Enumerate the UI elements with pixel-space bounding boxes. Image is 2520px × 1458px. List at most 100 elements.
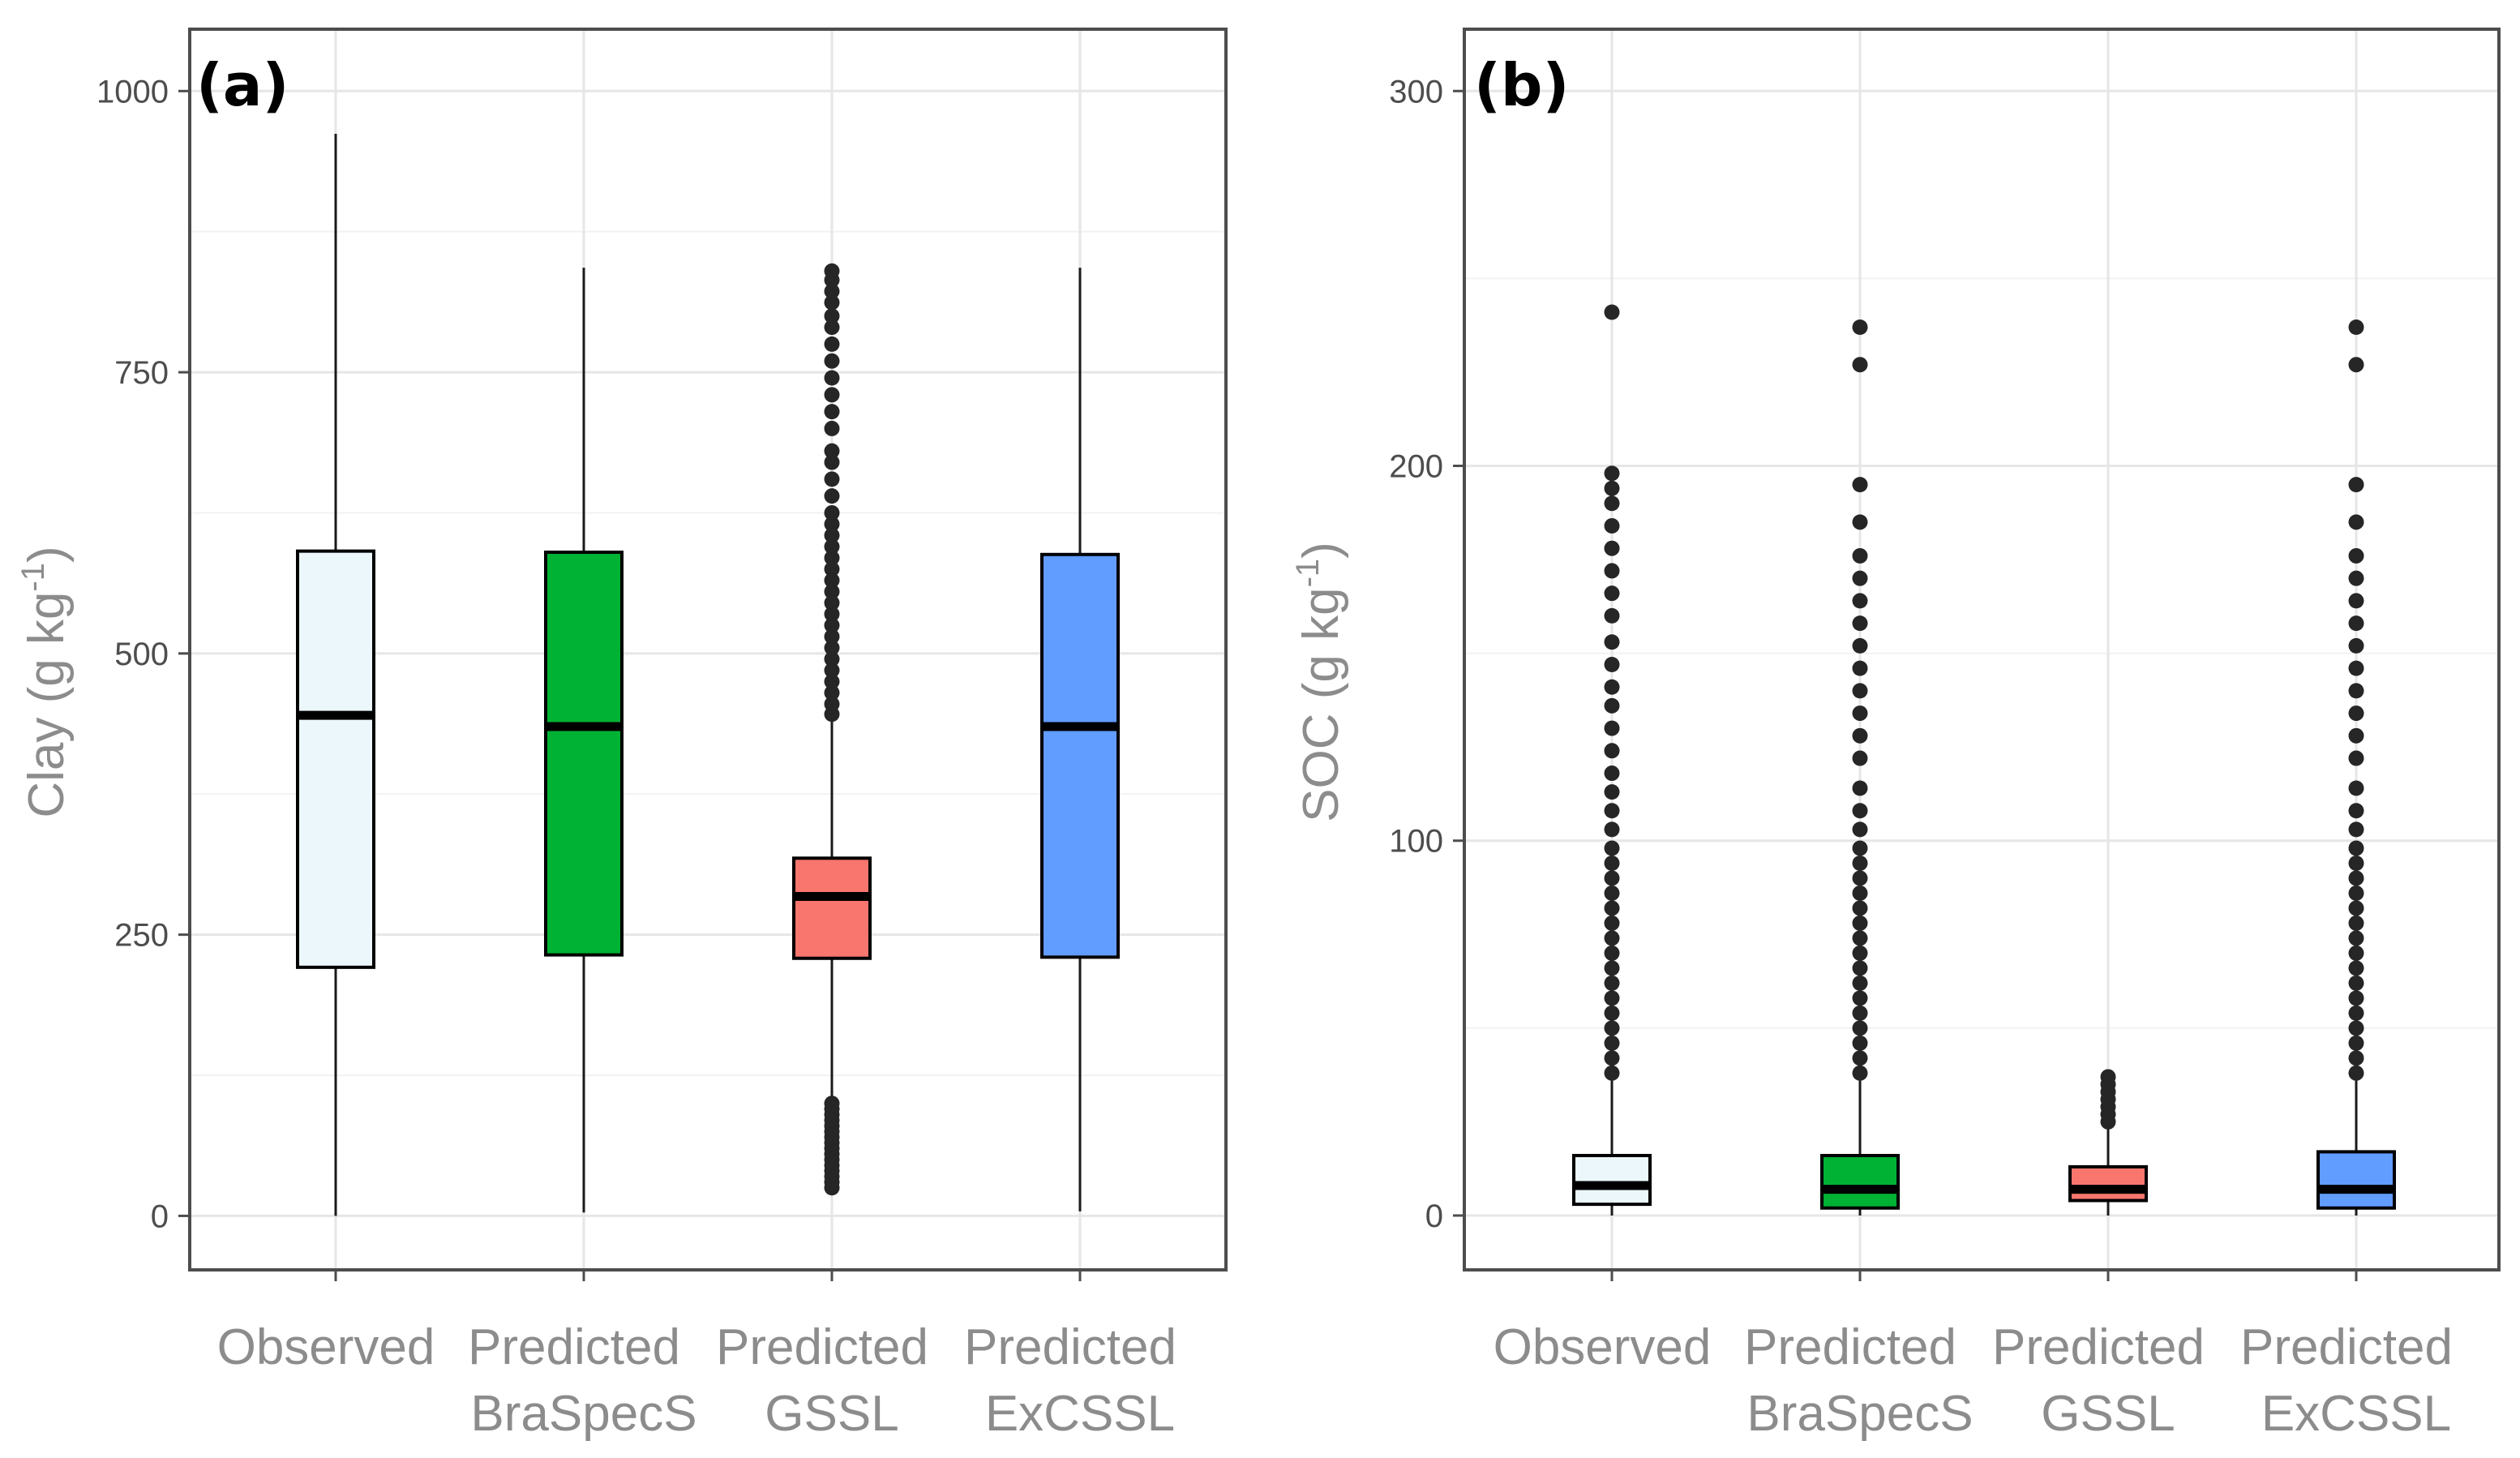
outlier-point (824, 538, 840, 555)
x-tick-label: Predicted (964, 1319, 1176, 1375)
box-predicted-gssl (792, 263, 872, 1196)
outlier-point (1604, 915, 1620, 931)
outlier-point (1604, 720, 1620, 736)
outlier-point (824, 319, 840, 336)
outlier-point (2348, 1065, 2364, 1081)
box-iqr (1040, 552, 1120, 959)
y-axis-title-close: ) (19, 546, 75, 563)
outlier-point (1604, 1005, 1620, 1021)
outlier-point (824, 404, 840, 420)
outlier-point (824, 387, 840, 403)
outlier-point (1604, 960, 1620, 976)
y-axis-title-superscript: -1 (1290, 559, 1326, 588)
outlier-point (1852, 885, 1868, 901)
outlier-point (1604, 540, 1620, 556)
outlier-point (824, 628, 840, 645)
outlier-point (824, 370, 840, 386)
outlier-point (1852, 514, 1868, 530)
x-tick-label: Observed (1494, 1319, 1712, 1375)
outlier-point (2348, 1020, 2364, 1036)
outlier-point (1604, 930, 1620, 946)
outlier-point (1852, 727, 1868, 744)
outlier-point (824, 283, 840, 299)
outlier-point (2348, 821, 2364, 838)
outlier-point (824, 640, 840, 656)
outlier-point (1852, 930, 1868, 946)
panel-label: (a) (196, 51, 289, 119)
outlier-point (2348, 990, 2364, 1006)
outlier-point (2348, 885, 2364, 901)
outlier-point (1852, 900, 1868, 916)
outlier-point (1604, 1050, 1620, 1066)
outlier-point (1604, 656, 1620, 672)
y-tick-label: 750 (114, 355, 169, 391)
box-predicted-braspecs (1820, 319, 1900, 1216)
outlier-point (1852, 683, 1868, 699)
box-iqr (296, 549, 375, 969)
outlier-point (2348, 915, 2364, 931)
outlier-point (824, 420, 840, 436)
outlier-point (1852, 915, 1868, 931)
outlier-point (824, 1096, 840, 1112)
outlier-point (1604, 495, 1620, 512)
outlier-point (2348, 637, 2364, 654)
outlier-point (1852, 1050, 1868, 1066)
outlier-point (1604, 697, 1620, 714)
box-iqr (1820, 1154, 1900, 1210)
outlier-point (2348, 960, 2364, 976)
outlier-point (2348, 357, 2364, 373)
y-tick-label: 250 (114, 918, 169, 954)
outlier-point (1852, 990, 1868, 1006)
outlier-point (1852, 637, 1868, 654)
box-iqr (544, 551, 624, 957)
y-axis-title-main: SOC (g kg (1293, 587, 1349, 821)
outlier-point (824, 471, 840, 487)
outlier-point (1852, 945, 1868, 961)
outlier-point (1852, 855, 1868, 871)
outlier-point (1852, 705, 1868, 722)
x-tick-label: Predicted (1992, 1319, 2205, 1375)
panel-label: (b) (1474, 51, 1569, 119)
outlier-point (2348, 840, 2364, 856)
box-observed (296, 134, 375, 1216)
outlier-point (1852, 357, 1868, 373)
panel-b: 0 100 200 300 Observed Predicted BraSpecS Predi… (1290, 28, 2501, 1442)
outlier-point (2100, 1069, 2116, 1085)
outlier-point (824, 684, 840, 701)
box-predicted-excssl (1040, 268, 1120, 1211)
outlier-point (1852, 870, 1868, 886)
y-axis-title-main: Clay (g kg (19, 592, 75, 818)
outlier-point (2348, 705, 2364, 722)
y-tick-label: 100 (1389, 824, 1443, 860)
outlier-point (2348, 750, 2364, 766)
outlier-point (2348, 930, 2364, 946)
outlier-point (1604, 885, 1620, 901)
y-tick-label: 200 (1389, 449, 1443, 485)
outlier-point (824, 527, 840, 543)
outlier-point (824, 572, 840, 589)
outlier-point (824, 294, 840, 311)
outlier-point (2348, 660, 2364, 676)
outlier-point (2348, 477, 2364, 493)
outlier-point (1604, 803, 1620, 819)
x-tick-label-line2: BraSpecS (470, 1386, 696, 1442)
outlier-point (1604, 679, 1620, 695)
outlier-point (2348, 319, 2364, 335)
outlier-point (1604, 855, 1620, 871)
outlier-point (1604, 634, 1620, 650)
outlier-point (2348, 1035, 2364, 1051)
y-tick-label: 1000 (96, 74, 169, 109)
x-tick-label-line2: ExCSSL (985, 1386, 1175, 1442)
outlier-point (1604, 870, 1620, 886)
outlier-point (1604, 784, 1620, 800)
outlier-point (824, 561, 840, 577)
outlier-point (824, 550, 840, 566)
outlier-point (2348, 870, 2364, 886)
outlier-point (2348, 975, 2364, 991)
outlier-point (824, 594, 840, 611)
outlier-point (1604, 465, 1620, 482)
x-tick-label: Predicted (2240, 1319, 2453, 1375)
outlier-point (824, 663, 840, 679)
outlier-point (824, 353, 840, 369)
outlier-point (1604, 1035, 1620, 1051)
